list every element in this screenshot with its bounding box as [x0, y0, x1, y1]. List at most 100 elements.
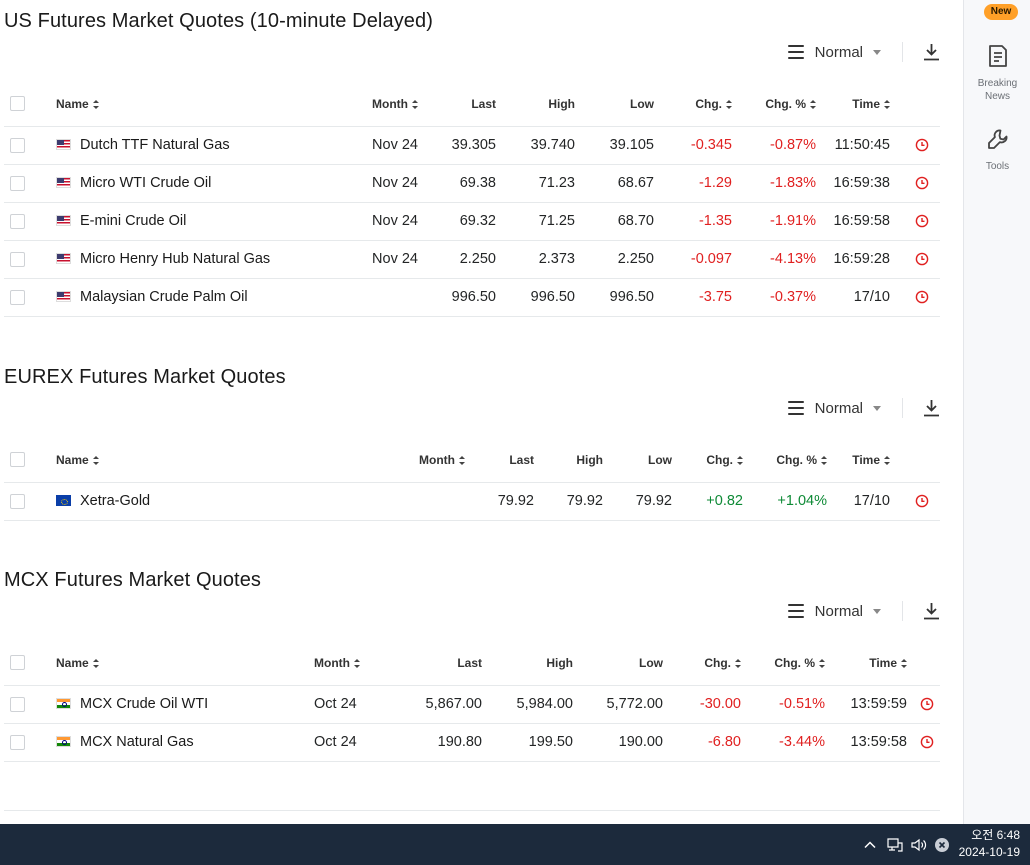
table-row: E-mini Crude Oil Nov 24 69.32 71.25 68.70 -1.…: [4, 202, 940, 241]
view-mode-dropdown[interactable]: Normal: [787, 40, 902, 64]
toolbar-divider: [902, 42, 903, 62]
download-button[interactable]: [922, 602, 940, 620]
change-pct-cell: -0.37%: [732, 278, 816, 317]
col-chg[interactable]: Chg.: [654, 82, 732, 127]
select-all-checkbox[interactable]: [10, 655, 25, 671]
tools-button[interactable]: Tools: [964, 127, 1030, 173]
time-cell: 17/10: [816, 278, 904, 317]
instrument-name-link[interactable]: Micro WTI Crude Oil: [80, 175, 212, 191]
show-hidden-icons-button[interactable]: [862, 837, 878, 853]
month-cell: [346, 278, 418, 317]
view-mode-label: Normal: [814, 43, 863, 61]
breaking-news-button[interactable]: Breaking News: [964, 44, 1030, 103]
col-chg-pct[interactable]: Chg. %: [741, 641, 825, 686]
col-chg[interactable]: Chg.: [663, 641, 741, 686]
change-pct-cell: -1.91%: [732, 202, 816, 241]
clock-cell[interactable]: [913, 723, 940, 762]
col-month[interactable]: Month: [346, 438, 465, 483]
clock-cell[interactable]: [904, 482, 940, 521]
row-checkbox[interactable]: [10, 696, 25, 712]
download-icon: [923, 603, 939, 620]
col-last: Last: [418, 82, 496, 127]
volume-button[interactable]: [910, 837, 928, 853]
row-checkbox[interactable]: [10, 289, 25, 305]
download-button[interactable]: [922, 399, 940, 417]
row-checkbox[interactable]: [10, 213, 25, 229]
instrument-name-link[interactable]: Dutch TTF Natural Gas: [80, 137, 230, 153]
instrument-name-link[interactable]: E-mini Crude Oil: [80, 213, 187, 229]
col-name[interactable]: Name: [56, 438, 346, 483]
col-chg-pct[interactable]: Chg. %: [743, 438, 827, 483]
col-time[interactable]: Time: [825, 641, 913, 686]
col-chg[interactable]: Chg.: [672, 438, 743, 483]
instrument-name-link[interactable]: Malaysian Crude Palm Oil: [80, 289, 248, 305]
row-checkbox-cell: [4, 202, 56, 241]
view-mode-dropdown[interactable]: Normal: [787, 599, 902, 623]
sort-icon: [884, 99, 890, 109]
instrument-name-link[interactable]: MCX Crude Oil WTI: [80, 696, 209, 712]
low-cell: 79.92: [603, 482, 672, 521]
time-cell: 17/10: [827, 482, 904, 521]
row-checkbox-cell: [4, 723, 56, 762]
row-checkbox[interactable]: [10, 175, 25, 191]
taskbar-clock[interactable]: 오전 6:48 2024-10-19: [959, 827, 1020, 861]
sort-icon: [821, 455, 827, 465]
clock-cell[interactable]: [904, 240, 940, 279]
clock-cell[interactable]: [904, 164, 940, 203]
toolbar-divider: [902, 398, 903, 418]
low-cell: 2.250: [575, 240, 654, 279]
instrument-name-link[interactable]: MCX Natural Gas: [80, 734, 194, 750]
time-cell: 13:59:59: [825, 685, 913, 724]
download-icon: [923, 44, 939, 61]
col-month[interactable]: Month: [314, 641, 390, 686]
clock-cell[interactable]: [913, 685, 940, 724]
quotes-table: Name Month Last High Low Chg. Chg. % Tim…: [4, 438, 940, 521]
col-time[interactable]: Time: [827, 438, 904, 483]
sort-icon: [810, 99, 816, 109]
clock-cell[interactable]: [904, 202, 940, 241]
high-cell: 199.50: [482, 723, 573, 762]
high-cell: 996.50: [496, 278, 575, 317]
row-checkbox[interactable]: [10, 493, 25, 509]
clock-cell[interactable]: [904, 126, 940, 165]
table-header-row: Name Month Last High Low Chg. Chg. % Tim…: [4, 641, 940, 686]
col-low: Low: [603, 438, 672, 483]
section-title: MCX Futures Market Quotes: [4, 569, 262, 591]
high-cell: 39.740: [496, 126, 575, 165]
select-all-checkbox[interactable]: [10, 452, 25, 468]
view-mode-dropdown[interactable]: Normal: [787, 396, 902, 420]
low-cell: 68.70: [575, 202, 654, 241]
clock-cell[interactable]: [904, 278, 940, 317]
section-toolbar: Normal: [787, 40, 940, 64]
last-cell: 79.92: [465, 482, 534, 521]
sort-icon: [92, 455, 99, 465]
col-name[interactable]: Name: [56, 641, 314, 686]
row-checkbox[interactable]: [10, 137, 25, 153]
month-cell: [346, 482, 465, 521]
instrument-name-link[interactable]: Xetra-Gold: [80, 493, 151, 509]
list-icon: [787, 604, 804, 618]
sort-icon: [735, 658, 741, 668]
row-checkbox[interactable]: [10, 734, 25, 750]
clock-icon: [920, 735, 933, 749]
sort-icon: [353, 658, 360, 668]
low-cell: 39.105: [575, 126, 654, 165]
close-circle-icon: [935, 837, 949, 852]
clock-icon: [915, 214, 929, 228]
notification-button[interactable]: [934, 837, 950, 853]
col-month[interactable]: Month: [346, 82, 418, 127]
instrument-name-link[interactable]: Micro Henry Hub Natural Gas: [80, 251, 271, 267]
select-all-checkbox[interactable]: [10, 96, 25, 112]
network-button[interactable]: [886, 837, 904, 853]
row-checkbox[interactable]: [10, 251, 25, 267]
sort-icon: [737, 455, 743, 465]
col-chg-pct[interactable]: Chg. %: [732, 82, 816, 127]
chevron-up-icon: [864, 840, 876, 848]
download-button[interactable]: [922, 43, 940, 61]
col-time[interactable]: Time: [816, 82, 904, 127]
col-name[interactable]: Name: [56, 82, 346, 127]
new-badge: New: [984, 4, 1018, 20]
eu-flag-icon: [56, 495, 71, 506]
change-cell: -3.75: [654, 278, 732, 317]
section-toolbar: Normal: [787, 396, 940, 420]
